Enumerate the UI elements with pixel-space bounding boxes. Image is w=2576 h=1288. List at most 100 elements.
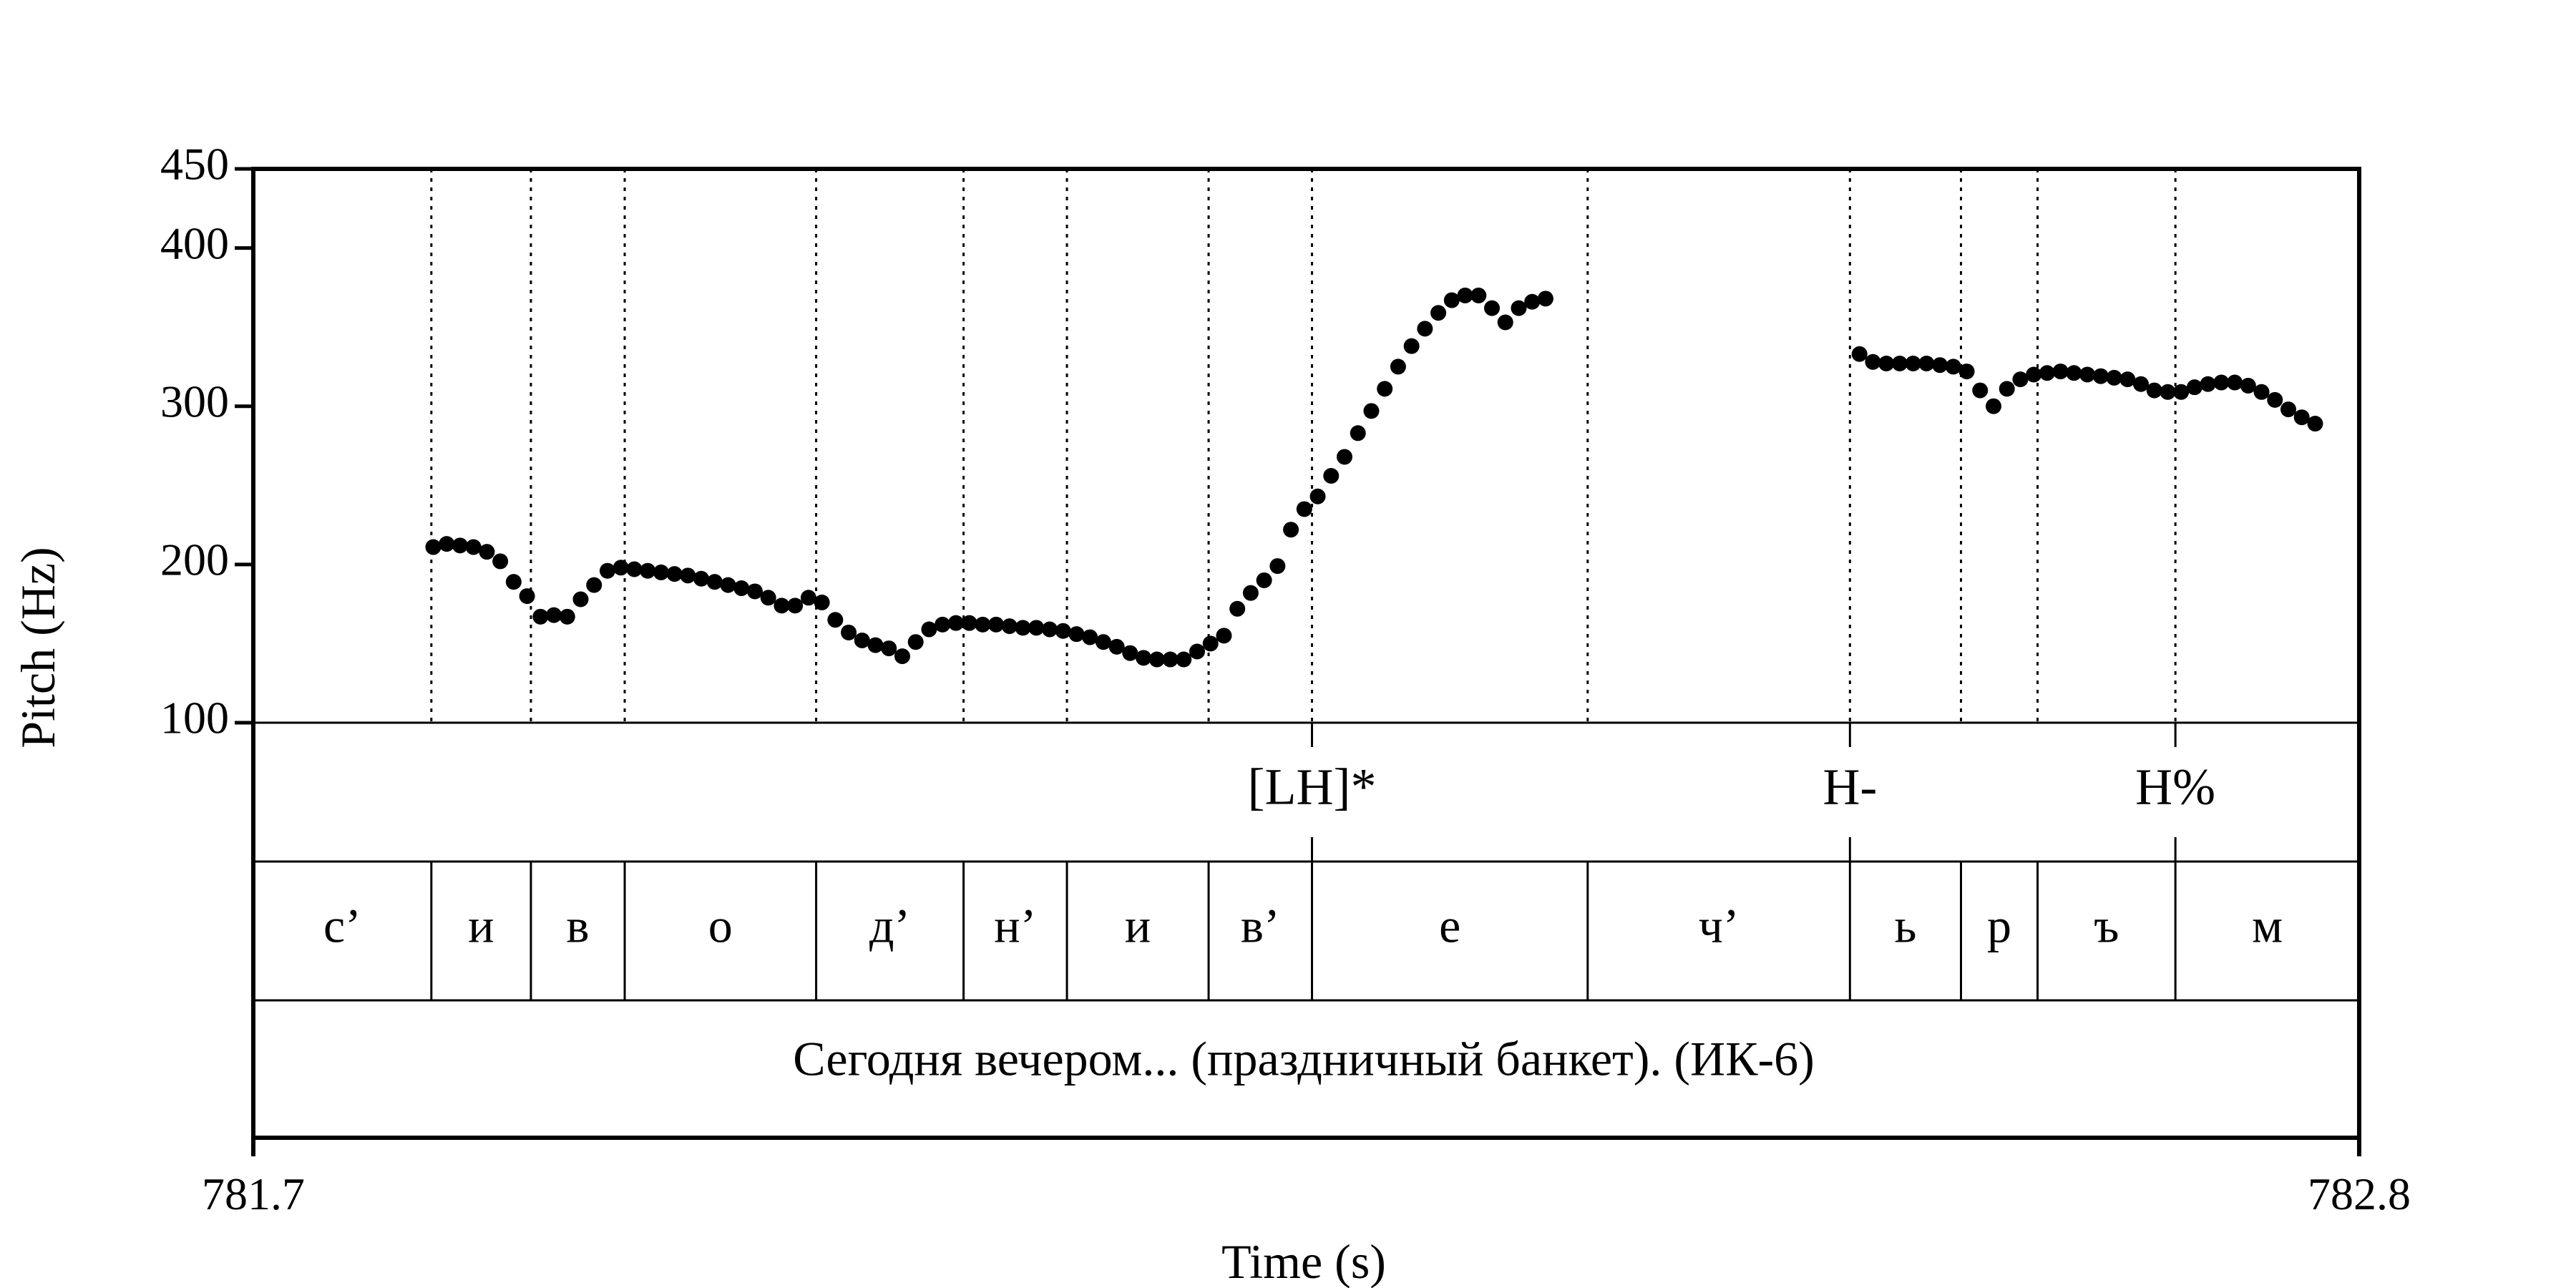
segment-label: и — [1125, 899, 1151, 953]
pitch-point — [452, 537, 468, 554]
y-tick-label: 100 — [160, 693, 229, 743]
pitch-point — [1497, 314, 1513, 331]
pitch-point — [935, 616, 951, 633]
pitch-point — [2052, 364, 2069, 380]
pitch-point — [425, 539, 441, 555]
pitch-point — [559, 608, 575, 625]
pitch-point — [439, 536, 455, 552]
pitch-point — [2293, 409, 2310, 426]
segment-label: н’ — [994, 899, 1036, 953]
pitch-point — [1484, 300, 1501, 316]
pitch-point — [841, 624, 857, 640]
pitch-point — [1309, 488, 1326, 504]
pitch-point — [947, 615, 964, 631]
y-tick-label: 300 — [160, 376, 229, 426]
pitch-point — [1068, 626, 1085, 643]
pitch-point — [2173, 384, 2190, 400]
pitch-point — [1905, 356, 1921, 372]
pitch-point — [586, 577, 602, 593]
pitch-point — [2240, 377, 2256, 394]
pitch-point — [1176, 651, 1192, 668]
pitch-point — [2012, 371, 2029, 388]
pitch-point — [854, 633, 870, 649]
pitch-point — [881, 640, 897, 657]
pitch-point — [2200, 376, 2216, 392]
pitch-point — [479, 544, 495, 560]
pitch-point — [867, 637, 884, 653]
pitch-point — [1162, 651, 1179, 668]
pitch-point — [2227, 374, 2243, 391]
sentence-text: Сегодня вечером... (праздничный банкет).… — [793, 1032, 1815, 1086]
pitch-point — [988, 616, 1005, 633]
x-axis-title: Time (s) — [1221, 1234, 1386, 1288]
segment-label: и — [468, 899, 494, 953]
pitch-point — [1958, 364, 1975, 380]
pitch-point — [626, 561, 643, 577]
pitch-point — [1932, 357, 1948, 374]
pitch-point — [2119, 371, 2136, 388]
y-tick-label: 200 — [160, 535, 229, 585]
pitch-point — [720, 577, 736, 593]
pitch-point — [2066, 365, 2082, 381]
x-tick-end: 782.8 — [2308, 1169, 2411, 1219]
pitch-point — [1055, 623, 1071, 639]
pitch-point — [1082, 629, 1098, 645]
pitch-point — [1443, 292, 1460, 308]
pitch-point — [1337, 449, 1353, 465]
pitch-point — [1524, 293, 1541, 310]
pitch-point — [1878, 356, 1895, 372]
segment-label: ъ — [2094, 899, 2119, 953]
pitch-point — [1108, 638, 1125, 655]
pitch-point — [1122, 645, 1138, 661]
pitch-point — [1377, 381, 1393, 397]
pitch-point — [492, 553, 509, 570]
pitch-point — [1041, 621, 1058, 638]
pitch-point — [1296, 501, 1312, 517]
pitch-point — [1202, 635, 1219, 652]
segment-label: е — [1439, 899, 1460, 953]
pitch-point — [787, 597, 804, 614]
pitch-point — [1891, 356, 1908, 372]
pitch-point — [907, 634, 924, 650]
pitch-point — [1865, 353, 1881, 370]
pitch-point — [894, 648, 910, 665]
segment-label: в — [566, 899, 589, 953]
pitch-point — [465, 539, 482, 555]
pitch-point — [2146, 382, 2162, 399]
pitch-point — [746, 583, 763, 600]
pitch-point — [613, 560, 629, 576]
pitch-point — [680, 567, 696, 584]
plot-border — [251, 167, 2361, 1140]
pitch-point — [760, 590, 776, 606]
segment-label: ч’ — [1699, 899, 1740, 953]
chart-frame — [251, 167, 2361, 1156]
pitch-point — [2186, 379, 2202, 396]
pitch-point — [1457, 287, 1473, 303]
pitch-point — [1148, 651, 1165, 668]
pitch-points — [425, 287, 2323, 668]
segment-label: о — [708, 899, 733, 953]
pitch-point — [1136, 650, 1152, 666]
pitch-point — [666, 566, 683, 582]
pitch-point — [532, 608, 549, 625]
pitch-point — [1403, 338, 1420, 354]
y-tick-label: 450 — [160, 139, 229, 190]
pitch-point — [827, 612, 844, 628]
pitch-point — [653, 564, 669, 580]
pitch-point — [2106, 369, 2122, 386]
segment-label: в’ — [1241, 899, 1280, 953]
pitch-point — [2039, 365, 2055, 381]
pitch-point — [1918, 356, 1935, 372]
pitch-point — [1256, 572, 1272, 588]
pitch-point — [1015, 620, 1031, 636]
pitch-point — [1216, 628, 1232, 644]
pitch-point — [1851, 346, 1868, 362]
segment-label: с’ — [323, 899, 361, 953]
pitch-point — [519, 588, 535, 605]
pitch-point — [1945, 358, 1961, 375]
pitch-point — [1229, 600, 1246, 617]
y-axis-ticks: 100 200 300 400 450 — [160, 139, 253, 743]
pitch-point — [814, 594, 830, 610]
pitch-point — [2307, 416, 2323, 432]
pitch-point — [2132, 376, 2149, 392]
